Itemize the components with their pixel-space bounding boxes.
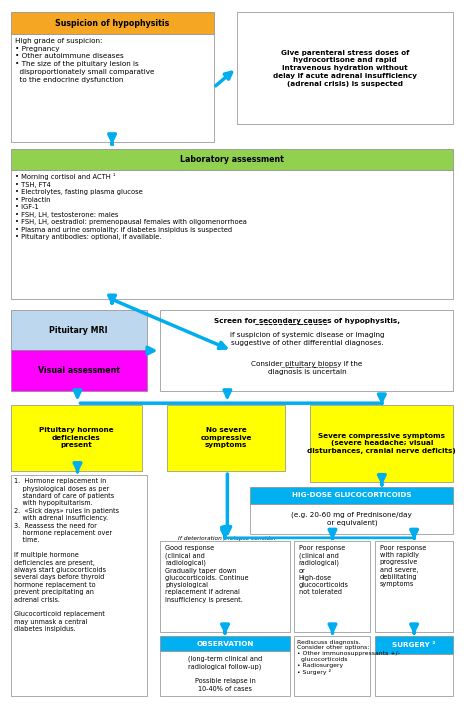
FancyBboxPatch shape — [375, 653, 453, 696]
Text: Pituitary hormone
deficiencies
present: Pituitary hormone deficiencies present — [39, 427, 114, 448]
FancyBboxPatch shape — [250, 486, 453, 504]
FancyBboxPatch shape — [161, 651, 290, 696]
FancyBboxPatch shape — [294, 541, 370, 632]
Text: HIG-DOSE GLUCOCORTICOIDS: HIG-DOSE GLUCOCORTICOIDS — [292, 492, 411, 498]
FancyBboxPatch shape — [10, 351, 146, 391]
Text: No severe
compressive
symptoms: No severe compressive symptoms — [201, 427, 252, 448]
FancyBboxPatch shape — [10, 12, 213, 34]
FancyBboxPatch shape — [10, 34, 213, 142]
Text: Consider ̲p̲i̲t̲u̲i̲t̲a̲r̲y̲ ̲b̲i̲o̲p̲s̲y if the
diagnosis is uncertain: Consider ̲p̲i̲t̲u̲i̲t̲a̲r̲y̲ ̲b̲i̲o̲p̲s̲… — [251, 360, 363, 375]
FancyBboxPatch shape — [10, 474, 146, 696]
FancyBboxPatch shape — [10, 405, 142, 471]
FancyBboxPatch shape — [375, 636, 453, 653]
Text: Give parenteral stress doses of
hydrocortisone and rapid
intravenous hydration w: Give parenteral stress doses of hydrocor… — [273, 49, 417, 87]
FancyBboxPatch shape — [375, 541, 453, 632]
Text: Visual assessment: Visual assessment — [37, 366, 119, 375]
Text: Rediscuss diagnosis.
Consider other options:
• Other immunosuppressants +/-
  gl: Rediscuss diagnosis. Consider other opti… — [297, 639, 400, 674]
Text: OBSERVATION: OBSERVATION — [196, 641, 254, 647]
Text: (long-term clinical and
radiological follow-up)

Possible relapse in
10-40% of c: (long-term clinical and radiological fol… — [188, 655, 262, 691]
FancyBboxPatch shape — [250, 504, 453, 534]
Text: Laboratory assessment: Laboratory assessment — [180, 155, 284, 163]
Text: Good response
(clinical and
radiological)
Gradually taper down
glucocorticoids. : Good response (clinical and radiological… — [165, 545, 248, 603]
FancyBboxPatch shape — [161, 636, 290, 651]
FancyBboxPatch shape — [10, 170, 453, 299]
Text: Screen for ̲s̲e̲c̲o̲n̲d̲a̲r̲y̲ ̲c̲a̲u̲s̲e̲s of hypophysitis,: Screen for ̲s̲e̲c̲o̲n̲d̲a̲r̲y̲ ̲c̲a̲u̲s̲… — [214, 317, 400, 324]
Text: High grade of suspicion:
• Pregnancy
• Other autoimmune diseases
• The size of t: High grade of suspicion: • Pregnancy • O… — [15, 38, 155, 82]
Text: Severe compressive symptoms
(severe headache; visual
disturbances, cranial nerve: Severe compressive symptoms (severe head… — [308, 433, 456, 453]
FancyBboxPatch shape — [310, 405, 453, 482]
FancyBboxPatch shape — [10, 310, 146, 351]
Text: • Morning cortisol and ACTH ¹
• TSH, FT4
• Electrolytes, fasting plasma glucose
: • Morning cortisol and ACTH ¹ • TSH, FT4… — [15, 173, 247, 240]
Text: Suspicion of hypophysitis: Suspicion of hypophysitis — [55, 18, 169, 27]
Text: Poor response
(clinical and
radiological)
or
High-dose
glucocorticoids
not toler: Poor response (clinical and radiological… — [299, 545, 349, 596]
Text: (e.g. 20-60 mg of Prednisone/day
or equivalent): (e.g. 20-60 mg of Prednisone/day or equi… — [292, 512, 412, 527]
Text: 1.  Hormone replacement in
    physiological doses as per
    standard of care o: 1. Hormone replacement in physiological … — [14, 478, 119, 632]
FancyBboxPatch shape — [161, 310, 453, 391]
Text: If deterioration / relapse consider: If deterioration / relapse consider — [178, 536, 276, 541]
FancyBboxPatch shape — [294, 636, 370, 696]
FancyBboxPatch shape — [167, 405, 285, 471]
FancyBboxPatch shape — [161, 541, 290, 632]
Text: SURGERY ²: SURGERY ² — [392, 642, 436, 648]
Text: Pituitary MRI: Pituitary MRI — [49, 325, 108, 334]
FancyBboxPatch shape — [237, 12, 453, 124]
FancyBboxPatch shape — [10, 149, 453, 170]
Text: Poor response
with rapidly
progressive
and severe,
debilitating
symptoms: Poor response with rapidly progressive a… — [380, 545, 426, 587]
Text: if suspicion of systemic disease or imaging
suggestive of other differential dia: if suspicion of systemic disease or imag… — [229, 332, 384, 346]
